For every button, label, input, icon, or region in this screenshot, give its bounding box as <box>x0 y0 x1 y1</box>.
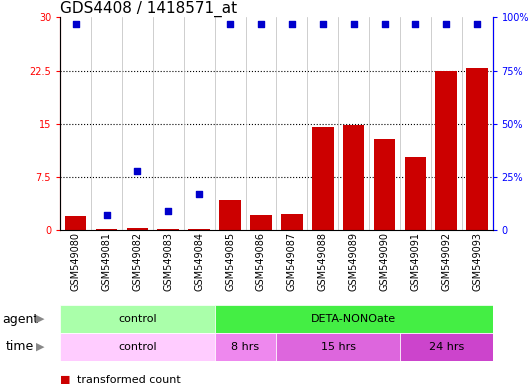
Point <box>442 21 450 27</box>
Point <box>195 191 203 197</box>
Point <box>411 21 420 27</box>
Bar <box>219 200 241 230</box>
Text: ▶: ▶ <box>36 342 44 352</box>
Text: 15 hrs: 15 hrs <box>320 342 356 352</box>
Bar <box>400 333 493 361</box>
Bar <box>404 157 426 230</box>
Text: ■: ■ <box>60 375 71 384</box>
Point <box>226 21 234 27</box>
Bar <box>312 127 334 230</box>
Point <box>350 21 358 27</box>
Bar <box>466 68 488 230</box>
Text: control: control <box>118 314 157 324</box>
Text: time: time <box>5 340 34 353</box>
Point <box>380 21 389 27</box>
Bar <box>60 305 214 333</box>
Point <box>473 21 482 27</box>
Bar <box>60 333 214 361</box>
Text: transformed count: transformed count <box>77 375 181 384</box>
Point <box>71 21 80 27</box>
Bar <box>214 333 277 361</box>
Bar <box>250 215 272 230</box>
Bar <box>157 229 179 230</box>
Text: DETA-NONOate: DETA-NONOate <box>311 314 396 324</box>
Bar <box>343 125 364 230</box>
Point <box>257 21 265 27</box>
Bar <box>65 216 87 230</box>
Bar <box>436 71 457 230</box>
Text: 24 hrs: 24 hrs <box>429 342 464 352</box>
Text: 8 hrs: 8 hrs <box>231 342 260 352</box>
Bar <box>277 333 400 361</box>
Text: agent: agent <box>3 313 39 326</box>
Text: GDS4408 / 1418571_at: GDS4408 / 1418571_at <box>60 1 237 17</box>
Bar <box>214 305 493 333</box>
Point <box>133 168 142 174</box>
Point <box>288 21 296 27</box>
Point <box>102 212 111 218</box>
Bar <box>188 228 210 230</box>
Text: control: control <box>118 342 157 352</box>
Bar <box>281 214 303 230</box>
Bar <box>127 228 148 230</box>
Bar <box>96 228 117 230</box>
Point <box>318 21 327 27</box>
Text: ▶: ▶ <box>36 314 44 324</box>
Bar <box>374 139 395 230</box>
Point <box>164 208 173 214</box>
